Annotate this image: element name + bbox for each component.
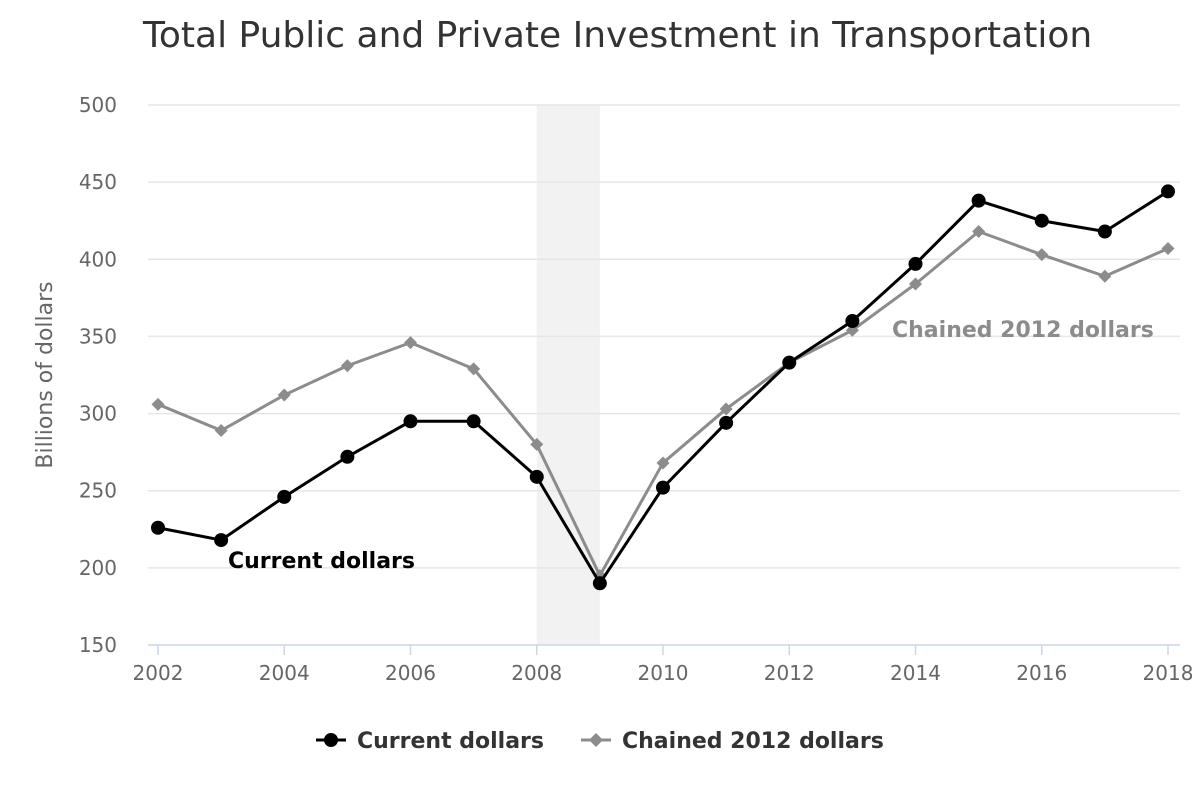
annotation-current-dollars: Current dollars xyxy=(228,549,415,574)
point-chained-2012-dollars-2005[interactable] xyxy=(340,359,354,373)
point-current-dollars-2007[interactable] xyxy=(466,414,481,429)
legend-label-chained: Chained 2012 dollars xyxy=(622,729,884,754)
point-chained-2012-dollars-2007[interactable] xyxy=(467,362,481,376)
legend-swatch-current-marker xyxy=(324,733,338,747)
point-chained-2012-dollars-2015[interactable] xyxy=(972,225,986,239)
x-tick-label-2004: 2004 xyxy=(259,661,310,685)
point-current-dollars-2017[interactable] xyxy=(1097,224,1112,239)
x-tick-label-2018: 2018 xyxy=(1143,661,1194,685)
point-chained-2012-dollars-2002[interactable] xyxy=(151,397,165,411)
y-tick-label-450: 450 xyxy=(79,170,117,194)
y-tick-label-150: 150 xyxy=(79,633,117,657)
point-chained-2012-dollars-2016[interactable] xyxy=(1035,248,1049,262)
x-tick-label-2008: 2008 xyxy=(511,661,562,685)
point-current-dollars-2009[interactable] xyxy=(592,576,607,591)
point-chained-2012-dollars-2010[interactable] xyxy=(656,456,670,470)
series-layer xyxy=(151,184,1175,591)
point-chained-2012-dollars-2008[interactable] xyxy=(530,437,544,451)
point-chained-2012-dollars-2003[interactable] xyxy=(214,424,228,438)
grid-layer xyxy=(148,104,1180,569)
point-current-dollars-2008[interactable] xyxy=(529,469,544,484)
x-axis-ticks: 2002 2004 2006 2008 2010 2012 2014 2016 2018 xyxy=(133,645,1194,685)
series-chained-2012-dollars xyxy=(151,225,1175,583)
y-tick-label-350: 350 xyxy=(79,324,117,348)
annotation-chained-dollars: Chained 2012 dollars xyxy=(892,318,1154,343)
y-tick-label-500: 500 xyxy=(79,93,117,117)
point-chained-2012-dollars-2018[interactable] xyxy=(1161,241,1175,255)
legend-item-current-dollars[interactable]: Current dollars xyxy=(316,729,544,754)
legend: Current dollars Chained 2012 dollars xyxy=(316,729,884,754)
point-current-dollars-2011[interactable] xyxy=(719,415,734,430)
point-chained-2012-dollars-2014[interactable] xyxy=(909,277,922,291)
legend-item-chained-dollars[interactable]: Chained 2012 dollars xyxy=(581,729,884,754)
point-current-dollars-2005[interactable] xyxy=(340,449,355,464)
legend-swatch-chained-marker xyxy=(589,733,603,747)
point-current-dollars-2013[interactable] xyxy=(845,314,860,328)
legend-label-current: Current dollars xyxy=(357,729,544,754)
y-tick-label-250: 250 xyxy=(79,479,117,503)
point-current-dollars-2018[interactable] xyxy=(1161,184,1175,199)
point-current-dollars-2015[interactable] xyxy=(971,193,986,208)
point-current-dollars-2014[interactable] xyxy=(908,256,923,271)
x-tick-label-2002: 2002 xyxy=(133,661,184,685)
point-current-dollars-2010[interactable] xyxy=(656,480,670,495)
y-tick-label-200: 200 xyxy=(79,556,117,580)
point-current-dollars-2002[interactable] xyxy=(151,520,165,535)
y-axis-ticks: 150 200 250 300 350 400 450 500 xyxy=(79,93,117,657)
series-line-current-dollars xyxy=(156,189,1170,585)
point-chained-2012-dollars-2006[interactable] xyxy=(404,336,417,350)
x-tick-label-2010: 2010 xyxy=(638,661,689,685)
y-tick-label-400: 400 xyxy=(79,247,117,271)
point-current-dollars-2003[interactable] xyxy=(214,533,229,548)
x-tick-label-2012: 2012 xyxy=(764,661,815,685)
x-tick-label-2006: 2006 xyxy=(385,661,436,685)
point-current-dollars-2006[interactable] xyxy=(403,414,418,429)
x-tick-label-2016: 2016 xyxy=(1016,661,1067,685)
point-current-dollars-2012[interactable] xyxy=(782,355,797,370)
point-current-dollars-2004[interactable] xyxy=(277,489,292,504)
y-axis-title: Billions of dollars xyxy=(33,281,58,468)
recession-band-layer xyxy=(536,105,600,645)
chart-title: Total Public and Private Investment in T… xyxy=(142,15,1092,56)
y-tick-label-300: 300 xyxy=(79,402,117,426)
recession-band xyxy=(536,105,600,645)
x-tick-label-2014: 2014 xyxy=(890,661,941,685)
point-chained-2012-dollars-2017[interactable] xyxy=(1098,269,1112,283)
series-current-dollars xyxy=(151,184,1175,591)
series-line-chained-2012-dollars xyxy=(156,230,1170,578)
point-chained-2012-dollars-2004[interactable] xyxy=(277,388,291,402)
point-current-dollars-2016[interactable] xyxy=(1034,213,1049,228)
point-chained-2012-dollars-2011[interactable] xyxy=(719,402,733,416)
